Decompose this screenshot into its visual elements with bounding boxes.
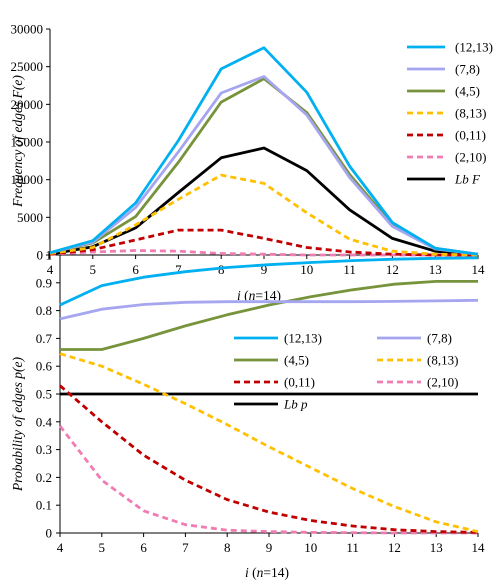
frequency-chart-legend-item-4-5: (4,5) <box>407 84 480 99</box>
probability-chart-axes: 00.10.20.30.40.50.60.70.80.914 5 6 7 8 9 10 11 1… <box>36 248 485 556</box>
frequency-chart-legend-label: (7,8) <box>455 62 480 77</box>
frequency-chart-legend-item-lb-f: Lb F <box>407 172 481 187</box>
probability-chart-series-2-10 <box>58 425 478 535</box>
frequency-chart-legend-label: (0,11) <box>455 128 486 143</box>
frequency-chart-legend-label: Lb F <box>454 172 481 187</box>
frequency-chart-x-tick-label: 7 <box>175 262 182 277</box>
frequency-chart-lines <box>49 46 479 257</box>
frequency-chart-x-tick-label: 12 <box>386 262 399 277</box>
frequency-chart-ylabel: Frequency of edges F(e) <box>10 75 25 208</box>
probability-chart-legend-item-0-11: (0,11) <box>234 375 315 390</box>
probability-chart: 00.10.20.30.40.50.60.70.80.914 5 6 7 8 9 10 11 1… <box>10 248 485 581</box>
probability-chart-lines <box>58 256 479 535</box>
frequency-chart-legend-item-7-8: (7,8) <box>407 62 480 77</box>
probability-chart-x-tick-label: 8 <box>224 540 231 555</box>
probability-chart-xlabel: i (n=14) <box>245 565 289 580</box>
frequency-chart-legend-item-8-13: (8,13) <box>407 106 486 121</box>
probability-chart-legend-label: (12,13) <box>284 331 322 346</box>
probability-chart-series-12-13 <box>59 256 479 307</box>
probability-chart-y-tick-label: 0.1 <box>36 498 52 513</box>
probability-chart-y-tick-label: 0.7 <box>36 331 53 346</box>
probability-chart-y-tick-label: 0.2 <box>36 470 52 485</box>
frequency-chart-x-tick-label: 11 <box>343 262 356 277</box>
probability-chart-legend-label: Lb p <box>283 397 308 412</box>
frequency-chart-y-tick-label: 25000 <box>11 59 44 74</box>
probability-chart-legend-item-8-13: (8,13) <box>377 353 458 368</box>
frequency-chart-legend-item-0-11: (0,11) <box>407 128 486 143</box>
frequency-chart-x-tick-label: 10 <box>300 262 313 277</box>
probability-chart-legend-label: (2,10) <box>427 375 458 390</box>
probability-chart-x-tick-label: 4 <box>57 540 64 555</box>
probability-chart-legend-label: (0,11) <box>284 375 315 390</box>
probability-chart-series-4-5 <box>60 279 478 351</box>
probability-chart-legend-item-lb-p: Lb p <box>234 397 308 412</box>
probability-chart-y-tick-label: 0.6 <box>36 359 53 374</box>
probability-chart-x-tick-label: 14 <box>472 540 486 555</box>
frequency-chart-xlabel: i (n=14) <box>237 288 281 303</box>
frequency-chart-series-8-13 <box>49 173 479 257</box>
frequency-chart-legend-label: (12,13) <box>455 40 493 55</box>
frequency-chart-legend-label: (8,13) <box>455 106 486 121</box>
frequency-chart-legend-label: (4,5) <box>455 84 480 99</box>
frequency-chart-x-tick-label: 6 <box>132 262 139 277</box>
probability-chart-x-tick-label: 6 <box>140 540 147 555</box>
probability-chart-y-tick-label: 0.3 <box>36 442 52 457</box>
frequency-chart-series-7-8 <box>49 75 479 256</box>
frequency-chart-x-tick-label: 14 <box>472 262 486 277</box>
probability-chart-x-tick-label: 12 <box>388 540 401 555</box>
probability-chart-ylabel: Probability of edges p(e) <box>10 356 25 492</box>
frequency-chart-series-0-11 <box>49 228 478 257</box>
probability-chart-x-tick-label: 9 <box>266 540 273 555</box>
frequency-chart-x-tick-label: 5 <box>90 262 97 277</box>
probability-chart-legend: (12,13) (7,8) (4,5) (8,13) (0,11) (2,10) Lb p <box>234 331 458 412</box>
frequency-chart-legend-item-12-13: (12,13) <box>407 40 493 55</box>
frequency-chart-x-tick-label: 4 <box>47 262 54 277</box>
probability-chart-x-tick-label: 10 <box>304 540 317 555</box>
probability-chart-x-tick-label: 7 <box>182 540 189 555</box>
frequency-chart-x-tick-label: 9 <box>261 262 268 277</box>
frequency-chart-legend-item-2-10: (2,10) <box>407 150 486 165</box>
frequency-chart-series-4-5 <box>49 77 479 256</box>
probability-chart-legend-item-4-5: (4,5) <box>234 353 309 368</box>
frequency-chart-y-tick-label: 15000 <box>11 135 44 150</box>
probability-chart-x-tick-label: 5 <box>99 540 106 555</box>
frequency-chart-series-12-13 <box>49 46 479 256</box>
frequency-chart-x-tick-label: 13 <box>429 262 442 277</box>
probability-chart-legend-item-2-10: (2,10) <box>377 375 458 390</box>
frequency-chart-legend-label: (2,10) <box>455 150 486 165</box>
frequency-chart-y-tick-label: 20000 <box>11 97 44 112</box>
frequency-chart-series-lb-f <box>49 146 479 257</box>
frequency-chart-y-tick-label: 0 <box>37 248 44 263</box>
probability-chart-series-0-11 <box>59 384 479 534</box>
probability-chart-y-tick-label: 0.4 <box>36 414 53 429</box>
probability-chart-legend-label: (8,13) <box>427 353 458 368</box>
frequency-chart-series-2-10 <box>49 249 478 257</box>
frequency-chart-y-tick-label: 5000 <box>17 210 43 225</box>
frequency-chart-y-tick-label: 30000 <box>11 22 44 37</box>
probability-chart-y-tick-label: 0.9 <box>36 275 52 290</box>
frequency-chart-legend: (12,13) (7,8) (4,5) (8,13) (0,11) (2,10) Lb F <box>407 40 493 187</box>
frequency-chart-y-tick-label: 10000 <box>11 172 44 187</box>
probability-chart-y-tick-label: 0.5 <box>36 387 52 402</box>
probability-chart-y-tick-label: 0.8 <box>36 303 52 318</box>
probability-chart-x-tick-label: 11 <box>346 540 359 555</box>
probability-chart-legend-item-7-8: (7,8) <box>377 331 452 346</box>
probability-chart-legend-label: (7,8) <box>427 331 452 346</box>
probability-chart-y-tick-label: 0 <box>46 526 53 541</box>
probability-chart-legend-item-12-13: (12,13) <box>234 331 322 346</box>
probability-chart-y-tick-label: 1 <box>46 248 53 263</box>
probability-chart-legend-label: (4,5) <box>284 353 309 368</box>
probability-chart-x-tick-label: 13 <box>430 540 443 555</box>
probability-chart-series-7-8 <box>59 298 479 321</box>
probability-chart-series-8-13 <box>59 352 479 533</box>
